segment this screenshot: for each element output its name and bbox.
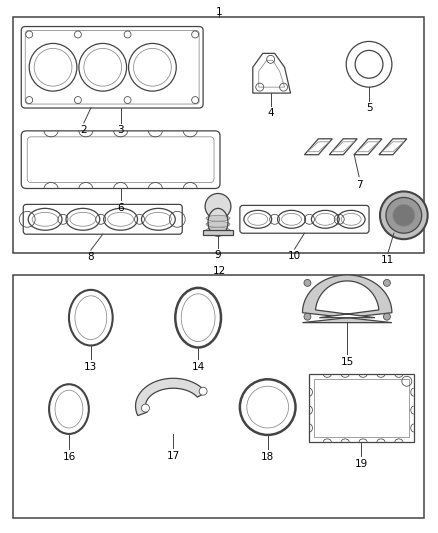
Ellipse shape xyxy=(206,215,230,221)
Circle shape xyxy=(205,193,231,219)
Text: 19: 19 xyxy=(354,459,368,469)
Text: 18: 18 xyxy=(261,452,274,462)
Circle shape xyxy=(380,191,427,239)
Text: 2: 2 xyxy=(81,125,87,135)
Circle shape xyxy=(386,197,422,233)
Bar xyxy=(13,17,424,253)
Circle shape xyxy=(79,43,127,91)
Text: 4: 4 xyxy=(267,108,274,118)
Ellipse shape xyxy=(206,221,230,227)
Circle shape xyxy=(383,279,390,286)
Bar xyxy=(314,379,409,437)
Text: 1: 1 xyxy=(215,6,223,17)
Text: 12: 12 xyxy=(212,266,226,276)
Text: 3: 3 xyxy=(117,125,124,135)
Circle shape xyxy=(29,43,77,91)
Circle shape xyxy=(199,387,207,395)
Polygon shape xyxy=(135,378,206,416)
Polygon shape xyxy=(303,275,392,322)
Text: 9: 9 xyxy=(215,250,221,260)
Bar xyxy=(203,230,233,235)
Circle shape xyxy=(129,43,176,91)
Text: 17: 17 xyxy=(167,451,180,461)
Polygon shape xyxy=(315,281,379,318)
Text: 16: 16 xyxy=(62,452,76,462)
Text: 13: 13 xyxy=(84,362,97,373)
Bar xyxy=(13,275,424,519)
Text: 14: 14 xyxy=(191,362,205,373)
Circle shape xyxy=(383,313,390,320)
Circle shape xyxy=(141,404,149,412)
Text: 15: 15 xyxy=(341,358,354,367)
Text: 7: 7 xyxy=(356,180,362,190)
Text: 5: 5 xyxy=(366,103,372,113)
Bar xyxy=(309,374,414,442)
Circle shape xyxy=(304,313,311,320)
Text: 6: 6 xyxy=(117,204,124,213)
Circle shape xyxy=(393,204,415,226)
Circle shape xyxy=(304,279,311,286)
Ellipse shape xyxy=(206,227,230,233)
Text: 10: 10 xyxy=(288,251,301,261)
Text: 11: 11 xyxy=(381,255,395,265)
Text: 8: 8 xyxy=(88,252,94,262)
